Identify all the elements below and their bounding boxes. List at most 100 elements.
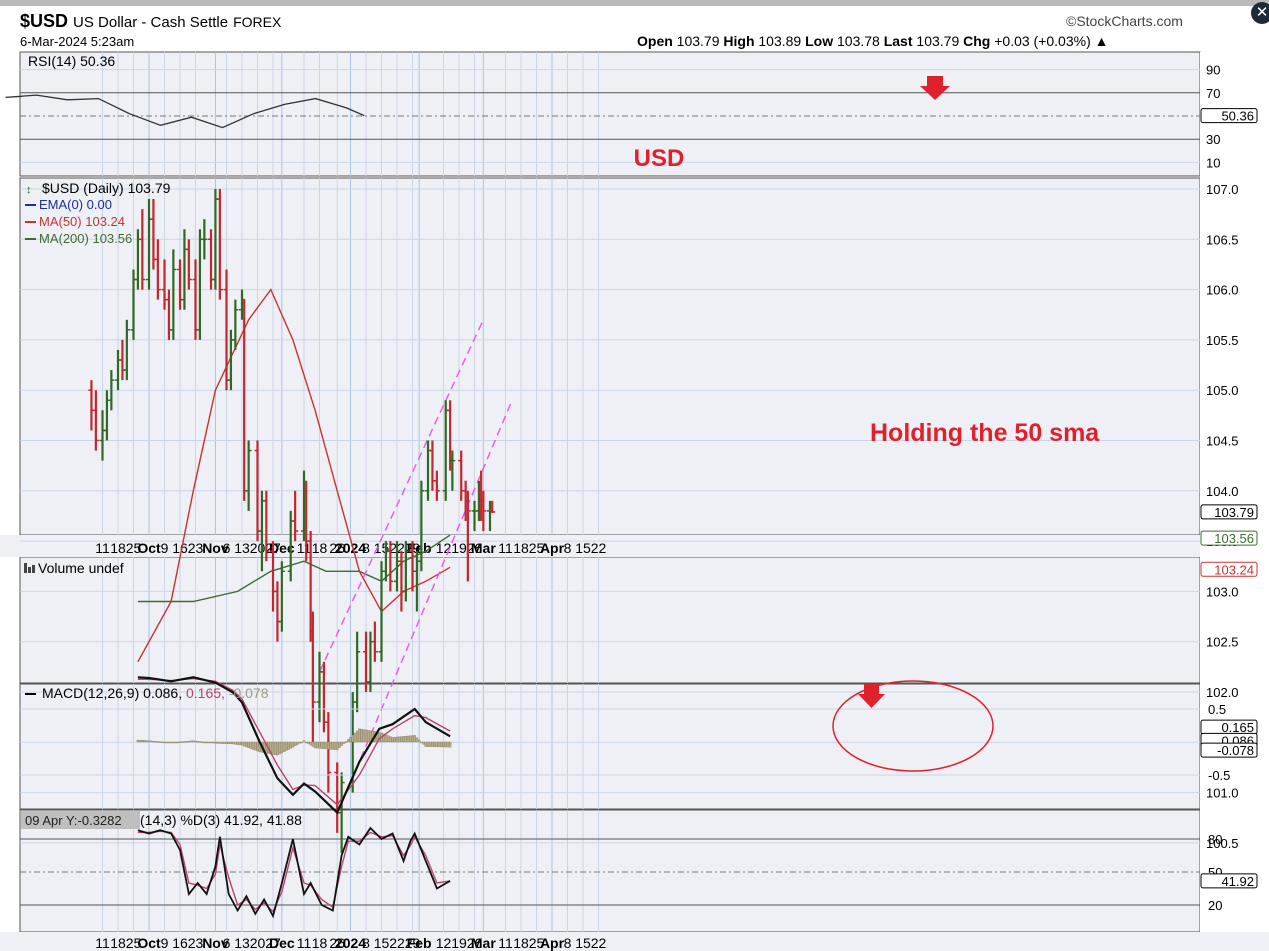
ohlc-bar (449, 450, 456, 491)
macd-histogram-bar (178, 741, 182, 744)
macd-histogram-bar (220, 741, 224, 744)
holding-annotation: Holding the 50 sma (870, 419, 1100, 447)
x-tick-label: 16 (172, 935, 188, 951)
macd-histogram-bar (440, 741, 443, 748)
macd-histogram-bar (141, 740, 144, 743)
x-tick-label: Apr (540, 935, 565, 951)
high-value: 103.89 (758, 33, 802, 49)
macd-hist-label: -0.078 (1217, 743, 1254, 758)
ohlc-bar (371, 621, 378, 662)
down-arrow-icon (920, 76, 950, 100)
macd-tick-label: -0.5 (1208, 768, 1230, 783)
rsi-tick-label: 90 (1206, 63, 1220, 78)
macd-histogram-bar (291, 741, 295, 748)
macd-histogram-bar (324, 741, 328, 750)
macd-histogram-bar (187, 740, 191, 743)
x-tick-label: 18 (110, 935, 126, 951)
window-top-strip (0, 0, 1269, 6)
stoch-value-label-box (1200, 873, 1258, 889)
price-tick-label: 107.0 (1206, 182, 1239, 197)
ohlc-bar (185, 239, 192, 290)
macd-histogram-bar (302, 740, 306, 743)
macd-histogram-bar (167, 741, 171, 744)
macd-histogram-bar (347, 739, 350, 743)
ohlc-bar (263, 490, 270, 562)
volume-icon-bar (28, 567, 31, 573)
macd-histogram-bar (358, 728, 361, 743)
rsi-line (5, 94, 365, 129)
x-axis-strip-2 (0, 932, 1269, 951)
x-tick-label: 27 (265, 935, 281, 951)
ohlc-bar (433, 470, 440, 501)
usd-annotation: USD (634, 145, 685, 172)
macd-histogram-bar (238, 741, 241, 746)
macd-histogram-bar (145, 740, 148, 743)
ohlc-bar (354, 631, 361, 713)
x-tick-label: 15 (575, 935, 591, 951)
ma200-value-label-box (1200, 530, 1258, 546)
macd-histogram-bar (402, 736, 405, 743)
macd-histogram-bar (391, 737, 394, 743)
x-tick-label: 11 (498, 540, 513, 556)
macd-histogram-bar (333, 741, 337, 750)
macd-histogram-bar (209, 741, 213, 744)
macd-histogram-bar (200, 741, 204, 743)
macd-histogram-bar (442, 741, 445, 748)
chg-label: Chg (963, 33, 991, 49)
macd-histogram-bar (296, 741, 299, 745)
macd-histogram-bar (398, 736, 401, 743)
close-icon[interactable]: ✕ (1251, 2, 1269, 24)
ma50-line (137, 288, 451, 663)
macd-histogram-bar (411, 735, 414, 743)
macd-value-a: 0.086, (143, 685, 186, 701)
x-tick-label: 25 (529, 540, 545, 556)
x-tick-label: 25 (529, 935, 545, 951)
macd-histogram-bar (176, 741, 179, 744)
macd-histogram-bar (298, 741, 301, 744)
macd-histogram-bar (227, 741, 230, 744)
macd-histogram-bar (169, 741, 173, 744)
x-tick-label: 9 (161, 935, 169, 951)
macd-line (137, 676, 451, 815)
x-tick-label: 11 (297, 540, 312, 556)
macd-histogram-bar (203, 741, 206, 744)
last-value: 103.79 (916, 33, 960, 49)
chg-value: +0.03 (+0.03%) (994, 33, 1091, 49)
macd-histogram-bar (174, 741, 177, 744)
macd-histogram-bar (212, 741, 215, 744)
x-tick-label: 26 (329, 540, 345, 556)
source-credit[interactable]: ©StockCharts.com (1066, 13, 1183, 29)
macd-histogram-bar (367, 730, 370, 743)
panel-stoch (19, 809, 1201, 933)
macd-histogram-bar (429, 741, 432, 747)
stoch-value-label: 41.92 (1221, 874, 1254, 889)
x-tick-label: 15 (374, 540, 390, 556)
price-tick-label: 103.0 (1206, 584, 1239, 599)
macd-histogram-bar (340, 741, 343, 746)
macd-histogram-bar (393, 737, 396, 743)
x-axis-strip-1 (0, 535, 1269, 557)
x-tick-label: 18 (110, 540, 126, 556)
x-tick-label: 16 (172, 540, 188, 556)
ohlc-icon: ↕ (26, 184, 32, 196)
x-tick-label: 6 (223, 935, 231, 951)
ohlc-bar (139, 209, 146, 290)
macd-histogram-bar (404, 736, 408, 743)
tooltip-text: 09 Apr Y:-0.3282 (25, 813, 122, 828)
macd-histogram-bar (446, 741, 450, 748)
macd-value-c: -0.078 (229, 685, 269, 701)
macd-histogram-bar (205, 741, 208, 744)
macd-histogram-bar (336, 741, 339, 751)
ohlc-bar (278, 561, 285, 632)
x-tick-label: 8 (564, 935, 572, 951)
macd-histogram-bar (389, 736, 392, 743)
macd-histogram-bar (300, 741, 303, 744)
legend-entry: EMA(0) 0.00 (39, 197, 112, 212)
macd-histogram-bar (216, 741, 219, 744)
macd-histogram-bar (138, 740, 142, 743)
open-value: 103.79 (676, 33, 720, 49)
low-label: Low (805, 33, 834, 49)
macd-histogram-bar (276, 741, 279, 756)
macd-histogram-bar (280, 741, 284, 754)
